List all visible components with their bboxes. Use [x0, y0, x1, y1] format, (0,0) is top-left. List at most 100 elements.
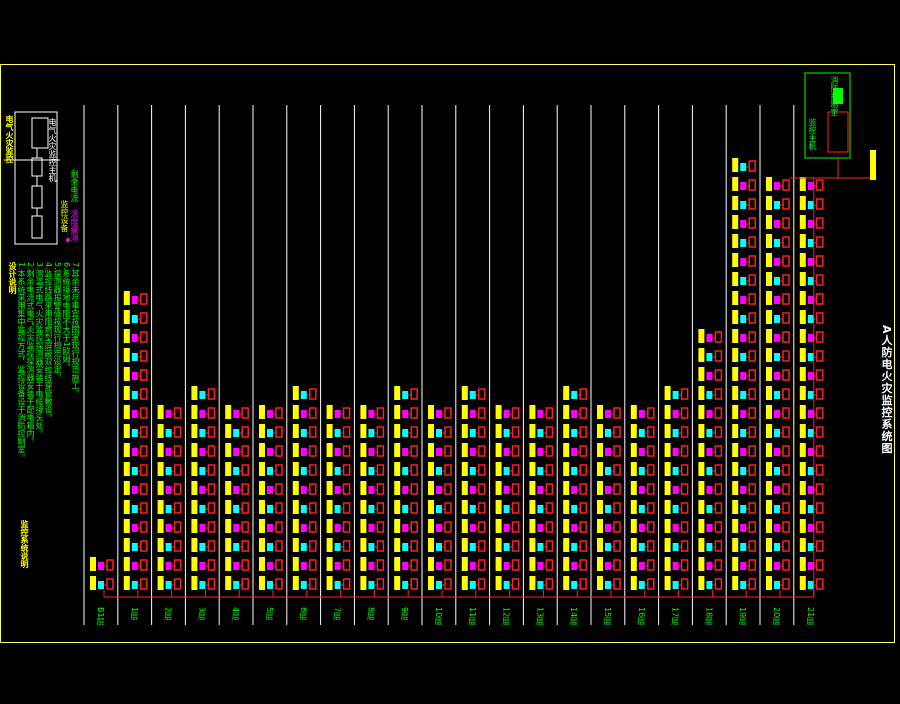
detector-symbol	[782, 483, 790, 495]
detector-symbol	[376, 483, 385, 495]
detector-symbol	[444, 483, 452, 495]
legend-marker-dot	[66, 238, 70, 242]
breaker-symbol	[157, 405, 164, 419]
breaker-symbol	[529, 576, 536, 590]
sensor-symbol	[706, 562, 713, 570]
riser-column	[320, 105, 351, 625]
breaker-symbol	[461, 538, 468, 552]
notes-line-2: 2.剩余电流式电气火灾监控探测器安装于配电箱内。	[26, 262, 35, 446]
breaker-symbol	[123, 576, 130, 590]
breaker-symbol	[326, 538, 333, 552]
sensor-symbol	[233, 467, 240, 475]
detector-symbol	[241, 464, 249, 476]
sensor-symbol	[638, 543, 645, 551]
breaker-symbol	[698, 443, 705, 457]
detector-symbol	[342, 502, 351, 514]
detector-symbol	[410, 559, 418, 571]
riser-column	[658, 105, 689, 625]
detector-symbol	[545, 521, 554, 533]
detector-symbol	[613, 578, 621, 590]
breaker-symbol	[157, 519, 164, 533]
detector-symbol	[782, 445, 790, 457]
detector-symbol	[782, 540, 790, 552]
breaker-symbol	[225, 462, 232, 476]
breaker-symbol	[630, 443, 637, 457]
breaker-symbol	[563, 405, 570, 419]
detector-symbol	[342, 521, 351, 533]
detector-symbol	[309, 578, 317, 590]
breaker-symbol	[766, 481, 772, 495]
riser-column	[590, 105, 621, 625]
breaker-symbol	[157, 576, 164, 590]
riser-column	[218, 105, 249, 625]
breaker-symbol	[563, 557, 570, 571]
breaker-symbol	[630, 519, 637, 533]
sensor-symbol	[706, 505, 713, 513]
detector-symbol	[748, 559, 756, 571]
detector-symbol	[410, 502, 418, 514]
breaker-symbol	[732, 348, 739, 362]
sensor-symbol	[233, 524, 240, 532]
sensor-symbol	[774, 258, 780, 266]
detector-symbol	[410, 578, 418, 590]
sensor-symbol	[131, 581, 138, 589]
breaker-symbol	[326, 519, 333, 533]
detector-symbol	[613, 445, 621, 457]
sensor-symbol	[469, 429, 476, 437]
breaker-symbol	[799, 462, 806, 476]
detector-symbol	[275, 483, 283, 495]
detector-symbol	[816, 388, 824, 400]
riser-floor-label: 13层	[535, 607, 545, 626]
detector-symbol	[545, 483, 554, 495]
breaker-symbol	[698, 405, 705, 419]
detector-symbol	[275, 502, 283, 514]
breaker-symbol	[191, 500, 198, 514]
breaker-symbol	[799, 557, 806, 571]
sensor-symbol	[807, 334, 814, 342]
drawing-frame	[0, 64, 895, 643]
sensor-symbol	[503, 505, 510, 513]
breaker-symbol	[326, 424, 333, 438]
riser-column	[387, 105, 418, 625]
sensor-symbol	[571, 524, 578, 532]
detector-symbol	[444, 521, 452, 533]
sensor-symbol	[402, 543, 409, 551]
sensor-symbol	[131, 486, 138, 494]
breaker-symbol	[123, 310, 130, 324]
breaker-symbol	[292, 405, 299, 419]
detector-symbol	[410, 521, 418, 533]
riser-floor-label: 11层	[467, 607, 477, 626]
breaker-symbol	[698, 329, 705, 343]
sensor-symbol	[571, 448, 578, 456]
riser-floor-label: 8层	[366, 607, 376, 621]
breaker-symbol	[292, 519, 299, 533]
sensor-symbol	[165, 410, 172, 418]
detector-symbol	[579, 521, 587, 533]
breaker-symbol	[698, 424, 705, 438]
detector-symbol	[410, 464, 418, 476]
sensor-symbol	[740, 258, 747, 266]
detector-symbol	[680, 445, 689, 457]
detector-symbol	[342, 445, 351, 457]
breaker-symbol	[732, 519, 739, 533]
breaker-symbol	[461, 424, 468, 438]
sensor-symbol	[199, 581, 206, 589]
breaker-symbol	[664, 405, 671, 419]
sensor-symbol	[638, 505, 645, 513]
sensor-symbol	[233, 410, 240, 418]
riser-floor-label: 5层	[265, 607, 274, 621]
breaker-symbol	[563, 500, 570, 514]
riser-column	[117, 105, 148, 625]
detector-symbol	[579, 502, 587, 514]
sensor-symbol	[368, 505, 375, 513]
sensor-symbol	[233, 486, 240, 494]
riser-floor-label: 16层	[636, 607, 646, 626]
detector-symbol	[309, 388, 317, 400]
detector-symbol	[647, 426, 655, 438]
sensor-symbol	[807, 429, 814, 437]
notes-line-6: 6.系统接地电阻不大于1欧姆。	[62, 262, 71, 371]
sensor-symbol	[537, 562, 544, 570]
breaker-symbol	[461, 519, 468, 533]
detector-symbol	[816, 483, 824, 495]
